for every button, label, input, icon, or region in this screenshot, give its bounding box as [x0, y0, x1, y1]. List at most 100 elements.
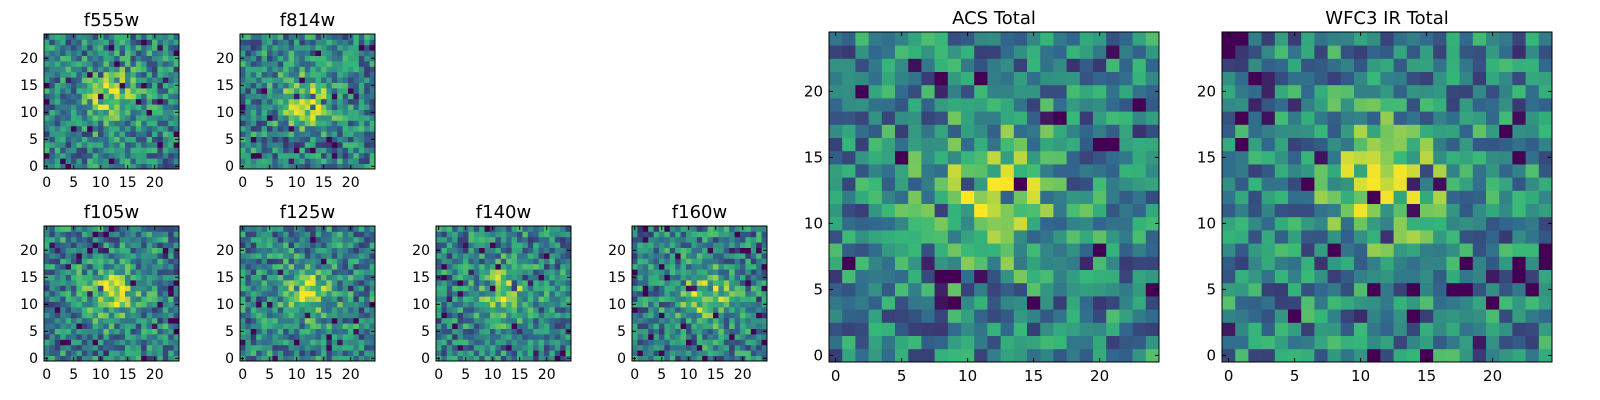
heatmap-cell	[277, 274, 284, 281]
heatmap-cell	[108, 71, 115, 78]
heatmap-cell	[135, 258, 142, 265]
heatmap-cell	[81, 61, 88, 67]
heatmap-cell	[272, 66, 279, 73]
heatmap-cell	[686, 307, 692, 313]
heatmap-cell	[1235, 190, 1249, 204]
heatmap-cell	[756, 242, 762, 248]
heatmap-cell	[294, 104, 300, 110]
heatmap-cell	[441, 226, 448, 232]
heatmap-cell	[500, 242, 507, 248]
heatmap-cell	[441, 334, 448, 340]
heatmap-cell	[168, 147, 174, 154]
heatmap-cell	[168, 104, 174, 110]
heatmap-cell	[173, 61, 180, 67]
heatmap-cell	[173, 115, 180, 121]
heatmap-cell	[283, 274, 289, 281]
heatmap-cell	[745, 258, 752, 265]
heatmap-cell	[44, 317, 50, 324]
heatmap-cell	[288, 236, 295, 243]
heatmap-cell	[1000, 137, 1015, 152]
heatmap-cell	[108, 280, 115, 286]
heatmap-cell	[632, 280, 638, 286]
heatmap-cell	[511, 290, 518, 297]
heatmap-cell	[506, 344, 512, 351]
heatmap-cell	[364, 136, 370, 143]
heatmap-cell	[987, 309, 1001, 323]
heatmap-cell	[168, 71, 174, 78]
y-tick-label: 0	[617, 351, 626, 367]
heatmap-cell	[452, 307, 458, 313]
heatmap-cell	[358, 317, 365, 324]
heatmap-cell	[855, 203, 869, 218]
heatmap-cell	[87, 253, 93, 259]
heatmap-cell	[1433, 322, 1447, 336]
heatmap-cell	[272, 120, 279, 127]
heatmap-cell	[1380, 216, 1394, 231]
heatmap-cell	[713, 258, 719, 265]
heatmap-cell	[342, 301, 349, 308]
heatmap-cell	[369, 61, 376, 67]
heatmap-cell	[750, 355, 757, 362]
heatmap-cell	[740, 344, 746, 351]
heatmap-cell	[250, 77, 257, 83]
heatmap-cell	[369, 147, 376, 154]
heatmap-cell	[527, 344, 534, 351]
heatmap-cell	[1499, 216, 1513, 231]
heatmap-cell	[108, 263, 115, 270]
heatmap-cell	[1261, 309, 1276, 323]
heatmap-cell	[250, 339, 257, 346]
heatmap-cell	[457, 323, 464, 329]
heatmap-cell	[436, 334, 442, 340]
heatmap-cell	[60, 253, 66, 259]
heatmap-cell	[1446, 282, 1460, 297]
x-tick-label: 20	[538, 367, 556, 383]
heatmap-cell	[49, 136, 56, 143]
heatmap-cell	[1499, 348, 1513, 363]
heatmap-cell	[261, 344, 268, 351]
heatmap-cell	[65, 323, 72, 329]
heatmap-cell	[895, 137, 909, 152]
heatmap-cell	[517, 344, 523, 351]
heatmap-cell	[114, 158, 120, 164]
heatmap-cell	[44, 258, 50, 265]
heatmap-cell	[250, 115, 257, 121]
heatmap-cell	[342, 226, 349, 232]
heatmap-cell	[549, 247, 556, 254]
heatmap-cell	[664, 236, 671, 243]
heatmap-cell	[321, 66, 327, 73]
heatmap-cell	[288, 77, 295, 83]
heatmap-cell	[245, 34, 252, 40]
heatmap-cell	[987, 269, 1001, 284]
heatmap-cell	[908, 71, 922, 86]
heatmap-cell	[680, 350, 687, 356]
heatmap-cell	[92, 82, 99, 89]
heatmap-cell	[71, 334, 77, 340]
heatmap-cell	[1327, 309, 1342, 323]
heatmap-cell	[277, 71, 284, 78]
heatmap-cell	[162, 158, 169, 164]
heatmap-cell	[310, 301, 316, 308]
heatmap-cell	[294, 285, 300, 292]
heatmap-cell	[560, 242, 566, 248]
heatmap-cell	[310, 82, 316, 89]
heatmap-cell	[119, 301, 126, 308]
heatmap-cell	[506, 334, 512, 340]
heatmap-cell	[1393, 203, 1408, 218]
heatmap-cell	[560, 263, 566, 270]
heatmap-cell	[294, 152, 300, 159]
heatmap-cell	[517, 296, 523, 302]
heatmap-cell	[125, 125, 131, 132]
heatmap-cell	[560, 301, 566, 308]
heatmap-cell	[92, 307, 99, 313]
heatmap-cell	[114, 147, 120, 154]
heatmap-cell	[1066, 124, 1081, 138]
heatmap-cell	[294, 39, 300, 46]
heatmap-cell	[1459, 322, 1474, 336]
heatmap-cell	[729, 231, 735, 238]
heatmap-cell	[702, 247, 708, 254]
heatmap-cell	[921, 164, 935, 178]
heatmap-cell	[549, 296, 556, 302]
heatmap-cell	[1013, 58, 1028, 72]
heatmap-cell	[146, 263, 153, 270]
heatmap-cell	[76, 231, 83, 238]
